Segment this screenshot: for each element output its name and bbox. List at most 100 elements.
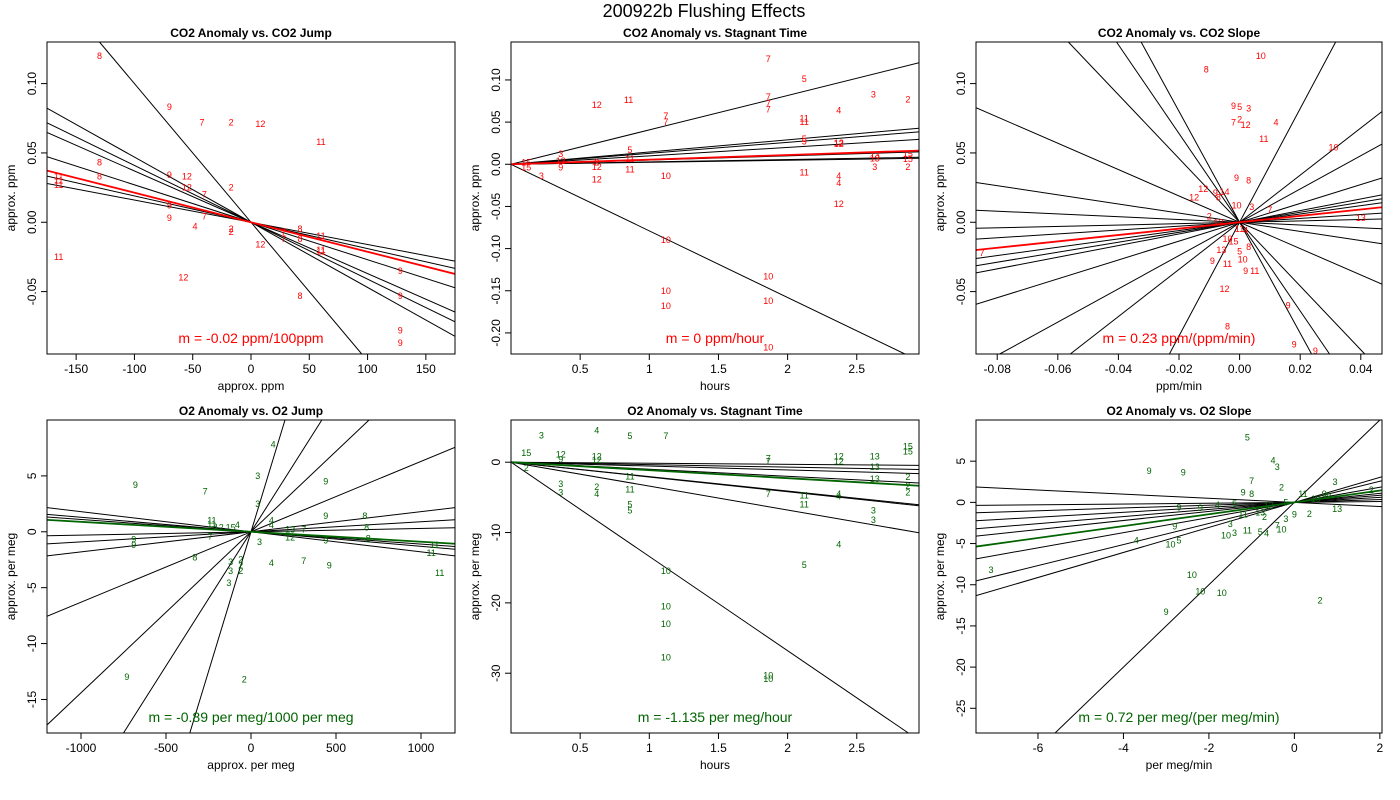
panel-title: CO2 Anomaly vs. Stagnant Time xyxy=(623,26,807,40)
x-tick-label: 1 xyxy=(646,362,653,376)
data-point: 15 xyxy=(903,447,913,457)
fit-line xyxy=(511,131,919,165)
data-point: 11 xyxy=(435,568,444,578)
data-point: 11 xyxy=(800,114,809,124)
regression-lines xyxy=(47,42,455,354)
data-point: 10 xyxy=(763,342,773,352)
data-point: 5 xyxy=(1258,527,1263,537)
data-point: 12 xyxy=(834,139,844,149)
data-point: 9 xyxy=(131,535,136,545)
data-point: 12 xyxy=(834,452,844,462)
data-point: 11 xyxy=(625,471,634,481)
data-point: 9 xyxy=(131,540,136,550)
data-point: 12 xyxy=(255,119,265,129)
data-point: 3 xyxy=(228,557,233,567)
data-point: 2 xyxy=(905,472,910,482)
data-point: 11 xyxy=(625,485,634,495)
plot-frame xyxy=(46,419,456,734)
data-point: 9 xyxy=(1313,346,1318,356)
y-tick-label: -10 xyxy=(25,635,39,653)
y-tick-label: -0.05 xyxy=(25,278,39,306)
data-point: 2 xyxy=(242,674,247,684)
fit-line xyxy=(999,143,1382,354)
data-point: 5 xyxy=(802,134,807,144)
data-point: 5 xyxy=(1176,535,1181,545)
x-tick-label: 0.04 xyxy=(1349,362,1373,376)
x-tick-label: -0.04 xyxy=(1105,362,1133,376)
fit-line xyxy=(1069,111,1382,354)
data-point: 7 xyxy=(301,556,306,566)
data-point: 7 xyxy=(663,117,668,127)
data-point: 8 xyxy=(1204,65,1209,75)
overall-fit-line xyxy=(47,169,455,275)
fit-line xyxy=(976,486,1382,508)
data-point: 14 xyxy=(1219,187,1229,197)
y-tick-label: -30 xyxy=(489,664,503,682)
data-point: 3 xyxy=(1232,528,1237,538)
data-point: 3 xyxy=(255,471,260,481)
data-point: 10 xyxy=(1232,201,1242,211)
data-point: 11 xyxy=(54,252,63,262)
data-point: 3 xyxy=(558,149,563,159)
regression-lines xyxy=(511,461,919,733)
slope-annotation: m = -0.02 ppm/100ppm xyxy=(178,330,323,346)
x-tick-label: 150 xyxy=(416,362,436,376)
fit-line xyxy=(976,107,1382,285)
data-point: 12 xyxy=(834,199,844,209)
data-point: 11 xyxy=(800,168,809,178)
data-point: 12 xyxy=(592,455,602,465)
data-point: 9 xyxy=(1292,339,1297,349)
regression-lines xyxy=(47,420,455,733)
data-point: 10 xyxy=(763,674,773,684)
x-tick-label: -2 xyxy=(1204,741,1215,755)
data-point: 7 xyxy=(281,234,286,244)
fit-line xyxy=(511,461,919,506)
x-tick-label: 0.02 xyxy=(1289,362,1313,376)
data-point: 9 xyxy=(1198,503,1203,513)
data-point: 7 xyxy=(663,111,668,121)
y-axis-label: approx. per meg xyxy=(468,533,482,620)
data-point: 3 xyxy=(988,565,993,575)
data-point: 3 xyxy=(539,171,544,181)
data-point: 15 xyxy=(226,522,236,532)
data-point: 7 xyxy=(663,431,668,441)
data-point: 3 xyxy=(871,515,876,525)
data-point: 8 xyxy=(192,552,197,562)
data-point: 3 xyxy=(871,506,876,516)
data-point: 12 xyxy=(1189,192,1199,202)
data-point: 10 xyxy=(1238,255,1248,265)
data-point: 4 xyxy=(1264,529,1269,539)
data-point: 8 xyxy=(1216,192,1221,202)
y-tick-label: -0.05 xyxy=(954,278,968,306)
data-point: 8 xyxy=(366,533,371,543)
data-point: 13 xyxy=(1216,245,1226,255)
fit-line xyxy=(47,420,370,726)
data-point: 11 xyxy=(1250,266,1259,276)
plot-frame xyxy=(46,41,456,355)
data-point: 5 xyxy=(1283,497,1288,507)
fit-line xyxy=(1054,420,1381,733)
data-point: 11 xyxy=(316,245,325,255)
data-point: 4 xyxy=(1273,117,1278,127)
y-axis: -25 -20 -15 -10 -5 0 5 xyxy=(954,458,976,717)
data-point: 9 xyxy=(398,325,403,335)
data-point: 2 xyxy=(229,227,234,237)
data-point: 10 xyxy=(1217,588,1227,598)
y-tick-label: -5 xyxy=(25,582,39,593)
data-point: 13 xyxy=(870,452,880,462)
plot-frame xyxy=(975,419,1383,734)
fit-line xyxy=(189,420,286,733)
data-point: 9 xyxy=(323,476,328,486)
data-point: 7 xyxy=(301,525,306,535)
data-point: 4 xyxy=(1271,455,1276,465)
x-tick-label: -6 xyxy=(1033,741,1044,755)
data-point: 12 xyxy=(592,162,602,172)
data-point: 9 xyxy=(1231,101,1236,111)
data-point: 10 xyxy=(1277,525,1287,535)
data-point: 7 xyxy=(766,489,771,499)
figure-title: 200922b Flushing Effects xyxy=(603,1,806,21)
data-point: 8 xyxy=(297,291,302,301)
data-point: 7 xyxy=(202,190,207,200)
